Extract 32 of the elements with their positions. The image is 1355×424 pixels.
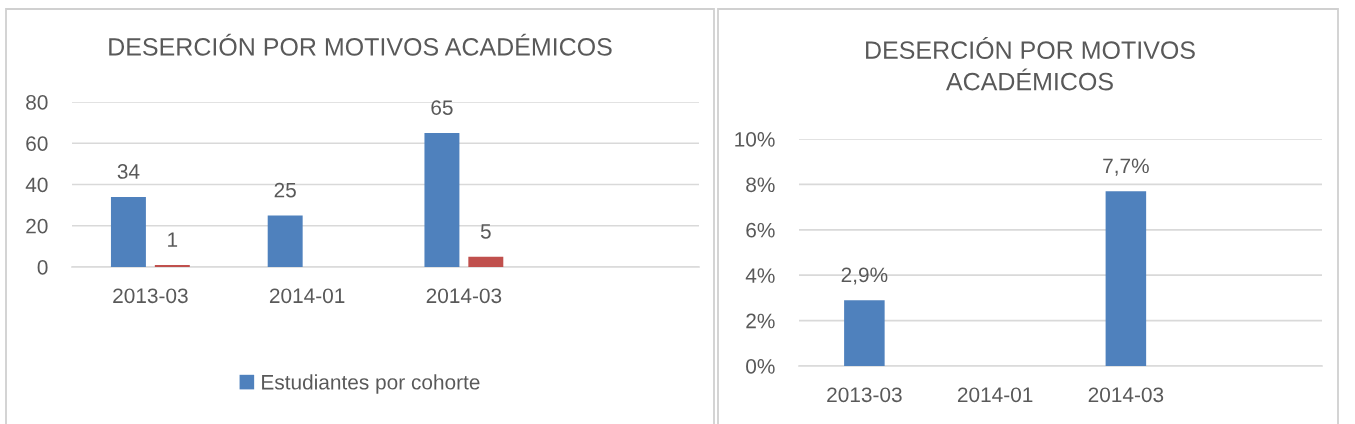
y-tick-label: 60 — [26, 136, 48, 151]
x-tick-label: 2014-01 — [269, 288, 345, 304]
y-tick-label: 40 — [25, 177, 48, 193]
y-tick-label: 6% — [746, 222, 775, 238]
x-tick-label: 2013-03 — [113, 288, 188, 304]
bar — [424, 132, 460, 267]
y-tick-label: 10% — [735, 132, 775, 147]
data-label: 2,9% — [841, 267, 888, 285]
chart-title: DESERCIÓN POR MOTIVOS ACADÉMICOS — [866, 37, 1195, 91]
bar — [154, 264, 190, 267]
legend-label: Estudiantes por cohorte — [262, 374, 480, 394]
x-tick-label: 2014-01 — [957, 387, 1033, 403]
y-tick-label: 0% — [746, 359, 775, 374]
y-tick-label: 0 — [37, 260, 48, 275]
data-label: 7,7% — [1103, 158, 1149, 176]
data-label: 5 — [480, 224, 491, 239]
data-label: 25 — [274, 182, 296, 198]
x-tick-label: 2014-03 — [426, 288, 502, 304]
bar — [110, 196, 146, 267]
x-tick-label: 2014-03 — [1088, 387, 1164, 403]
data-label: 1 — [168, 232, 178, 247]
y-tick-label: 2% — [746, 313, 775, 329]
x-tick-label: 2013-03 — [827, 387, 902, 403]
y-tick-label: 8% — [746, 177, 775, 193]
data-label: 34 — [117, 164, 140, 179]
bar — [468, 256, 504, 267]
data-label: 65 — [431, 100, 453, 115]
y-tick-label: 20 — [26, 218, 48, 234]
chart-title: DESERCIÓN POR MOTIVOS ACADÉMICOS — [109, 33, 612, 56]
bar — [267, 215, 303, 267]
y-tick-label: 4% — [745, 268, 775, 283]
y-tick-label: 80 — [26, 95, 48, 110]
